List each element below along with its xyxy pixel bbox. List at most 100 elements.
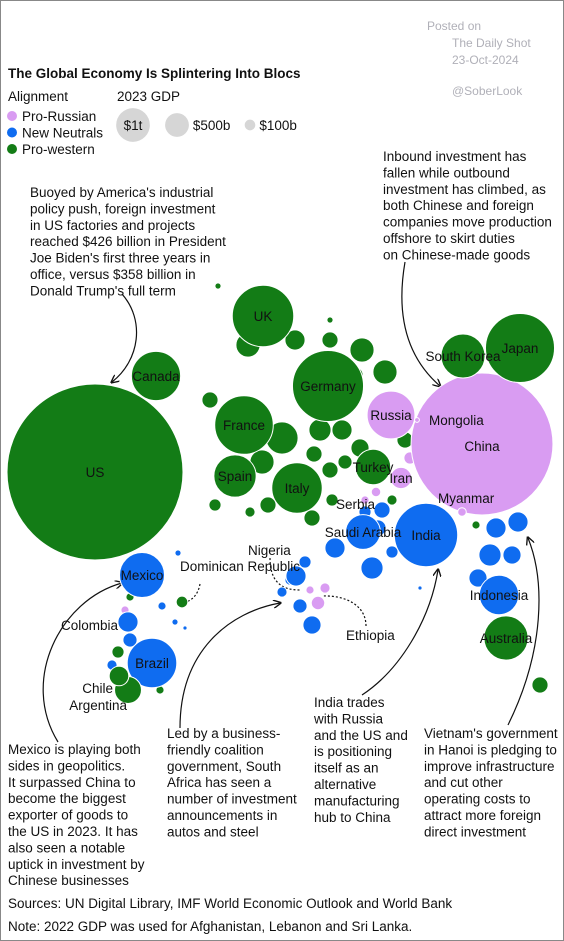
annotation-line: Donald Trump's full term: [30, 283, 176, 298]
country-label: Colombia: [61, 618, 119, 633]
country-label: China: [464, 439, 500, 454]
country-bubble: [213, 454, 257, 498]
annotation-line: companies move production: [383, 215, 552, 230]
annotation-line: reached $426 billion in President: [30, 234, 226, 249]
country-label: Mexico: [121, 568, 164, 583]
legend-swatch: [7, 144, 17, 154]
country-bubble: [366, 390, 416, 440]
bubble-labels: US China Germany Japan India UK France Italy Bra…: [61, 309, 538, 713]
minor-bubble: [122, 632, 138, 648]
annotation-line: friendly coalition: [167, 742, 264, 757]
legend-label: New Neutrals: [22, 126, 103, 141]
legend-label: Pro-Russian: [22, 109, 96, 124]
country-bubble: [117, 611, 139, 633]
minor-bubble: [507, 511, 529, 533]
minor-bubble: [478, 543, 502, 567]
country-bubble: [370, 486, 382, 498]
annotation-line: and cut other: [424, 775, 503, 790]
country-bubble: [354, 448, 392, 486]
minor-bubble: [111, 645, 125, 659]
annotation-line: offshore to skirt duties: [383, 231, 515, 246]
arrow: [42, 583, 122, 743]
annotation-line: Africa has seen a: [167, 775, 272, 790]
minor-bubble: [171, 618, 179, 626]
annotation-line: manufacturing: [314, 793, 400, 808]
size-legend-circle: [244, 119, 256, 131]
minor-bubble: [468, 568, 488, 588]
annotation-line: fallen while outbound: [383, 165, 510, 180]
country-label: Myanmar: [438, 491, 495, 506]
size-legend-circle: [116, 108, 150, 142]
size-legend-title: 2023 GDP: [117, 89, 180, 104]
bubbles: [6, 284, 556, 704]
country-bubble: [130, 350, 182, 402]
annotation-line: government, South: [167, 759, 281, 774]
minor-bubble: [326, 316, 334, 324]
country-bubble: [414, 417, 420, 423]
annotation-line: policy push, foreign investment: [30, 201, 216, 216]
minor-bubble: [417, 585, 423, 591]
arrow: [179, 603, 280, 729]
annotation-line: Mexico is playing both: [8, 742, 141, 757]
country-bubble: [484, 312, 556, 384]
minor-bubble: [321, 331, 339, 349]
country-bubble: [393, 502, 459, 568]
annotation-line: Vietnam's government: [424, 726, 558, 741]
country-label: India: [411, 528, 441, 543]
country-bubble: [126, 637, 178, 689]
annotation-line: India trades: [314, 695, 385, 710]
country-bubble: [410, 372, 554, 516]
size-legend-label: $1t: [124, 118, 143, 133]
country-bubble: [310, 595, 326, 611]
minor-bubble: [337, 454, 353, 470]
minor-bubble: [360, 556, 384, 580]
minor-bubble: [325, 493, 339, 507]
annotation-line: hub to China: [314, 810, 391, 825]
leader: [321, 595, 367, 627]
legend-title: Alignment: [8, 89, 68, 104]
size-legend-label: $100b: [259, 118, 297, 133]
country-label: Turkey: [353, 460, 394, 475]
country-label: Nigeria: [248, 543, 291, 558]
minor-bubble: [385, 545, 399, 559]
country-label: Italy: [285, 481, 310, 496]
country-bubble: [389, 466, 413, 490]
minor-bubble: [244, 506, 256, 518]
minor-bubble: [157, 601, 167, 611]
annotation-line: It surpassed China to: [8, 775, 136, 790]
annotation-line: the US in 2023. It has: [8, 824, 138, 839]
country-label: Saudi Arabia: [325, 525, 402, 540]
annotation-line: office, versus $358 billion in: [30, 267, 196, 282]
annotation-line: autos and steel: [167, 824, 259, 839]
minor-bubble: [386, 494, 398, 506]
arrow: [507, 538, 540, 726]
minor-bubble: [349, 337, 375, 363]
annotation: Led by a business-friendly coalition gove…: [167, 726, 297, 839]
country-bubble: [457, 507, 467, 517]
annotation-line: itself as an: [314, 761, 379, 776]
annotation-line: direct investment: [424, 824, 526, 839]
annotation-line: with Russia: [313, 711, 384, 726]
minor-bubble: [308, 418, 332, 442]
minor-bubble: [485, 517, 507, 539]
annotation-line: in Hanoi is pledging to: [424, 742, 557, 757]
annotation-line: improve infrastructure: [424, 759, 555, 774]
minor-bubble: [259, 496, 277, 514]
country-label: US: [86, 465, 105, 480]
annotation-line: exporter of goods to: [8, 808, 128, 823]
minor-bubble: [324, 537, 346, 559]
country-bubble: [108, 665, 130, 687]
minor-bubble: [531, 676, 549, 694]
minor-bubble: [305, 445, 323, 463]
annotation-line: Led by a business-: [167, 726, 280, 741]
annotation-line: become the biggest: [8, 791, 126, 806]
annotation-line: operating costs to: [424, 792, 531, 807]
annotation-line: alternative: [314, 777, 376, 792]
annotation-line: Joe Biden's first three years in: [30, 251, 210, 266]
annotation-line: is positioning: [314, 744, 392, 759]
